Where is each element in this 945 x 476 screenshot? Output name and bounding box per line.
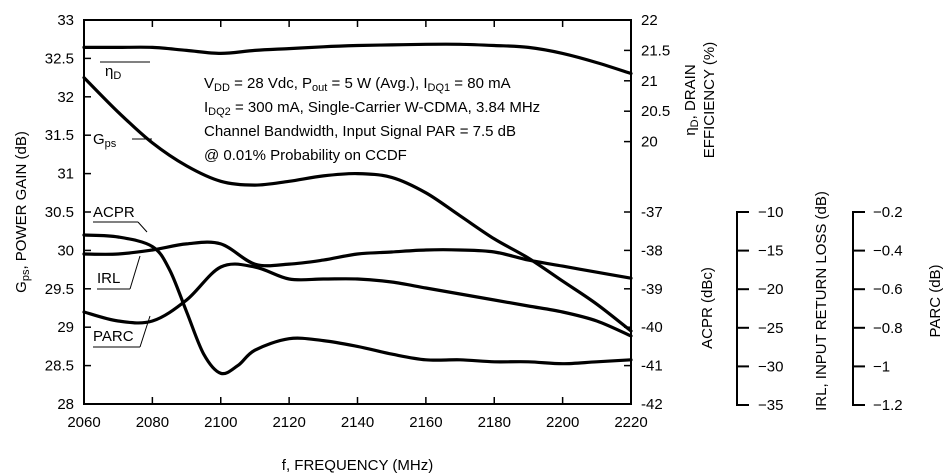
efficiency-axis-label-line1: ηD, DRAIN <box>682 64 701 135</box>
annotation-line: VDD = 28 Vdc, Pout = 5 W (Avg.), IDQ1 = … <box>204 75 511 94</box>
text-span: G <box>93 131 105 148</box>
text-span: V <box>204 75 214 92</box>
acpr-axis-label: ACPR (dBc) <box>699 267 716 349</box>
leader-parc-2 <box>139 315 151 348</box>
x-tick-label: 2140 <box>341 414 374 431</box>
x-tick-label: 2060 <box>67 414 100 431</box>
series-line--efficiency <box>82 42 633 76</box>
x-tick-label: 2080 <box>136 414 169 431</box>
parc-axis: −0.2 −0.4 −0.6 −0.8 −1 −1.2 PARC (dB) <box>852 204 944 414</box>
annotation-line: Channel Bandwidth, Input Signal PAR = 7.… <box>204 123 516 140</box>
subscript-text: ps <box>105 138 117 150</box>
annotation-line: IDQ2 = 300 mA, Single-Carrier W-CDMA, 3.… <box>204 99 540 118</box>
parc-tick-label: −0.6 <box>873 281 903 298</box>
gain-tick-label: 31.5 <box>45 127 74 144</box>
leader-irl-2 <box>129 255 141 290</box>
x-tick-label: 2120 <box>272 414 305 431</box>
gain-tick-label: 30 <box>57 242 74 259</box>
acpr-tick-label: -39 <box>641 281 663 298</box>
annotation-line: @ 0.01% Probability on CCDF <box>204 147 407 164</box>
text-span: G <box>13 281 30 293</box>
subscript-text: DQ2 <box>208 106 231 118</box>
gain-axis-label: Gps, POWER GAIN (dB) <box>13 131 32 293</box>
irl-tick-label: −10 <box>758 204 783 221</box>
text-span: Channel Bandwidth, Input Signal PAR = 7.… <box>204 123 516 140</box>
parc-tick-label: −0.8 <box>873 320 903 337</box>
gain-tick-label: 28 <box>57 396 74 413</box>
text-span: η <box>105 63 113 80</box>
x-tick-label: 2160 <box>409 414 442 431</box>
gain-tick-label: 30.5 <box>45 204 74 221</box>
text-span: = 300 mA, Single-Carrier W-CDMA, 3.84 MH… <box>231 99 540 116</box>
irl-tick-label: −15 <box>758 243 783 260</box>
series-line-g-gain <box>82 76 633 333</box>
gain-tick-label: 28.5 <box>45 358 74 375</box>
series-lines <box>82 42 633 376</box>
acpr-tick-label: -40 <box>641 319 663 336</box>
text-span: , DRAIN <box>682 64 699 119</box>
irl-tick-label: −35 <box>758 397 783 414</box>
acpr-tick-label: -42 <box>641 396 663 413</box>
parc-tick-label: −1 <box>873 358 890 375</box>
series-label-gain: Gps <box>93 131 117 150</box>
efficiency-tick-label: 22 <box>641 12 658 29</box>
parc-tick-label: −1.2 <box>873 397 903 414</box>
acpr-tick-label: -41 <box>641 358 663 375</box>
x-axis: 2060 2080 2100 2120 2140 2160 2180 2200 2220 f, F… <box>67 20 648 474</box>
irl-axis: −10 −15 −20 −25 −30 −35 IRL, INPUT RETURN LOSS… <box>736 191 830 414</box>
irl-tick-label: −20 <box>758 281 783 298</box>
efficiency-tick-label: 20 <box>641 134 658 151</box>
series-line-parc-parc <box>82 262 633 338</box>
parc-tick-label: −0.2 <box>873 204 903 221</box>
series-labels: ηD Gps ACPR IRL PARC <box>93 61 152 348</box>
gain-tick-label: 32 <box>57 89 74 106</box>
x-tick-label: 2220 <box>614 414 647 431</box>
text-span: , POWER GAIN (dB) <box>13 131 30 269</box>
subscript-text: D <box>113 70 121 82</box>
text-span: η <box>682 127 699 135</box>
text-span: I <box>204 99 208 116</box>
x-axis-label: f, FREQUENCY (MHz) <box>282 457 433 474</box>
x-tick-label: 2100 <box>204 414 237 431</box>
irl-axis-label: IRL, INPUT RETURN LOSS (dB) <box>813 191 830 411</box>
subscript-text: ps <box>20 269 32 281</box>
series-label-parc: PARC <box>93 328 134 345</box>
efficiency-tick-label: 21.5 <box>641 42 670 59</box>
subscript-text: DQ1 <box>428 82 451 94</box>
efficiency-axis: 22 21.5 21 20.5 20 ηD, DRAIN EFFICIENCY (%) <box>624 12 718 158</box>
acpr-tick-label: -38 <box>641 242 663 259</box>
series-label-acpr: ACPR <box>93 204 135 221</box>
gain-tick-label: 31 <box>57 166 74 183</box>
irl-tick-label: −25 <box>758 320 783 337</box>
series-label-efficiency: ηD <box>105 63 121 82</box>
text-span: = 80 mA <box>450 75 510 92</box>
text-span: = 5 W (Avg.), I <box>327 75 427 92</box>
series-line-irl-irl <box>82 240 633 280</box>
series-line-acpr-acpr <box>82 233 633 376</box>
efficiency-tick-label: 20.5 <box>641 103 670 120</box>
parc-axis-label: PARC (dB) <box>927 264 944 337</box>
x-tick-label: 2200 <box>546 414 579 431</box>
subscript-text: D <box>689 119 701 127</box>
gain-tick-label: 33 <box>57 12 74 29</box>
acpr-axis: -37 -38 -39 -40 -41 -42 ACPR (dBc) <box>624 204 716 413</box>
gain-axis: 33 32.5 32 31.5 31 30.5 30 29.5 29 28.5 28 Gps, POW… <box>13 12 91 413</box>
parc-tick-label: −0.4 <box>873 243 903 260</box>
efficiency-axis-label-line2: EFFICIENCY (%) <box>701 42 718 158</box>
efficiency-tick-label: 21 <box>641 73 658 90</box>
leader-acpr-2 <box>137 221 148 233</box>
gain-tick-label: 29.5 <box>45 281 74 298</box>
gain-tick-label: 29 <box>57 319 74 336</box>
subscript-text: DD <box>214 82 230 94</box>
gain-tick-label: 32.5 <box>45 50 74 67</box>
irl-tick-label: −30 <box>758 358 783 375</box>
subscript-text: out <box>312 82 327 94</box>
text-span: = 28 Vdc, P <box>230 75 312 92</box>
x-tick-label: 2180 <box>478 414 511 431</box>
acpr-tick-label: -37 <box>641 204 663 221</box>
text-span: @ 0.01% Probability on CCDF <box>204 147 407 164</box>
conditions-annotation: VDD = 28 Vdc, Pout = 5 W (Avg.), IDQ1 = … <box>204 75 540 164</box>
series-label-irl: IRL <box>97 270 120 287</box>
